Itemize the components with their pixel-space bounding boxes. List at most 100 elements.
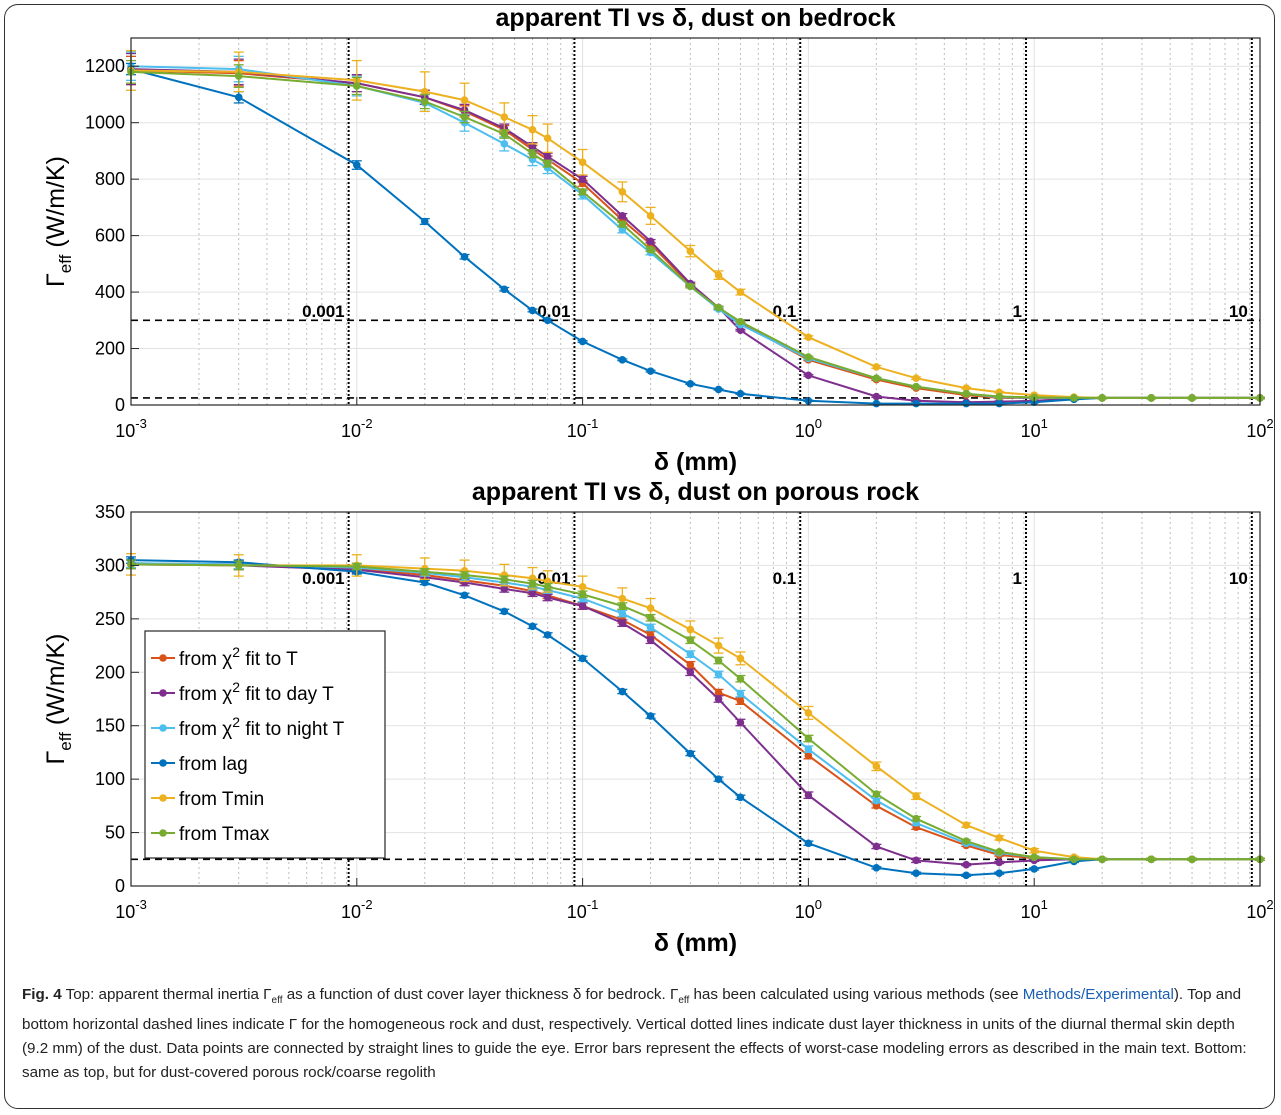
- y-tick-label-5: 1000: [85, 113, 125, 133]
- data-point: [353, 562, 361, 571]
- caption-text-2: as a function of dust cover layer thickn…: [282, 986, 679, 1003]
- caption-sub-2: eff: [678, 995, 690, 1007]
- y-tick-label-0: 0: [115, 395, 125, 415]
- caption-sub-1: eff: [271, 995, 283, 1007]
- data-point: [686, 650, 695, 658]
- data-point: [686, 636, 695, 645]
- data-point: [618, 220, 627, 229]
- data-point: [1188, 394, 1196, 402]
- y-tick-label-0: 0: [115, 876, 125, 896]
- data-point: [962, 399, 971, 408]
- skin-depth-label-3: 1: [1013, 302, 1022, 321]
- data-point: [618, 609, 627, 618]
- data-point: [912, 399, 920, 408]
- data-point: [995, 392, 1004, 401]
- caption-text-1: Top: apparent thermal inertia Γ: [61, 986, 272, 1003]
- methods-link[interactable]: Methods/Experimental: [1022, 986, 1174, 1003]
- data-point: [646, 212, 655, 220]
- data-point: [1030, 853, 1038, 861]
- data-point: [578, 158, 587, 167]
- x-tick-label-3: 100: [795, 897, 822, 922]
- data-point: [872, 762, 881, 771]
- y-tick-label-1: 50: [105, 823, 125, 843]
- skin-depth-label-4: 10: [1229, 302, 1248, 321]
- skin-depth-label-2: 0.1: [773, 302, 797, 321]
- data-point: [618, 356, 627, 364]
- data-point: [686, 380, 695, 388]
- legend-marker-3: [159, 759, 167, 767]
- data-point: [962, 837, 971, 845]
- data-point: [872, 399, 881, 408]
- data-point: [460, 591, 469, 600]
- legend-marker-0: [159, 654, 167, 662]
- y-tick-label-4: 800: [95, 169, 125, 189]
- data-point: [618, 188, 627, 196]
- data-point: [872, 864, 881, 872]
- data-point: [460, 96, 469, 104]
- data-point: [872, 392, 881, 401]
- skin-depth-label-1: 0.01: [537, 302, 570, 321]
- legend-label-1: from χ2 fit to day T: [179, 679, 334, 705]
- data-point: [686, 247, 695, 255]
- data-point: [736, 654, 745, 663]
- data-point: [1070, 855, 1078, 864]
- data-point: [646, 245, 655, 254]
- data-point: [962, 389, 971, 398]
- data-point: [543, 152, 552, 161]
- figure-charts: 0.001 0.01 0.1 1 1002004006008001000120010-3…: [42, 4, 1274, 957]
- figure-caption: Fig. 4 Top: apparent thermal inertia Γef…: [22, 983, 1262, 1085]
- data-point: [234, 561, 243, 570]
- data-point: [995, 869, 1004, 877]
- data-point: [995, 399, 1004, 408]
- data-point: [234, 72, 243, 80]
- data-point: [500, 130, 509, 138]
- chart-title: apparent TI vs δ, dust on porous rock: [472, 478, 919, 506]
- data-point: [872, 374, 881, 382]
- data-point: [618, 687, 627, 696]
- y-axis-label: Γeff (W/m/K): [42, 156, 75, 287]
- data-point: [962, 860, 971, 869]
- legend-marker-2: [159, 724, 167, 732]
- data-point: [420, 217, 429, 226]
- data-point: [420, 568, 429, 576]
- y-tick-label-3: 600: [95, 226, 125, 246]
- data-point: [804, 734, 813, 743]
- y-tick-label-3: 150: [95, 716, 125, 736]
- data-point: [736, 389, 745, 398]
- data-point: [528, 622, 537, 631]
- data-point: [500, 285, 509, 294]
- data-point: [420, 578, 429, 587]
- data-point: [646, 613, 655, 622]
- data-point: [912, 374, 920, 382]
- data-point: [962, 871, 971, 880]
- data-point: [578, 654, 587, 663]
- data-point: [912, 382, 920, 391]
- data-point: [528, 149, 537, 158]
- x-tick-label-0: 10-3: [115, 897, 147, 922]
- data-point: [686, 625, 695, 634]
- skin-depth-lines: 0.001 0.01 0.1 1 10: [302, 38, 1253, 405]
- x-tick-label-1: 10-2: [341, 897, 373, 922]
- x-minor-grid: [198, 38, 1251, 405]
- x-tick-label-5: 102: [1246, 416, 1273, 441]
- x-tick-label-4: 101: [1021, 897, 1048, 922]
- data-point: [528, 579, 537, 588]
- data-point: [543, 631, 552, 639]
- legend-label-2: from χ2 fit to night T: [179, 714, 345, 740]
- data-point: [500, 575, 509, 584]
- data-point: [962, 384, 971, 392]
- x-axis-label: δ (mm): [654, 929, 737, 957]
- data-point: [804, 745, 813, 754]
- data-point: [618, 619, 627, 627]
- y-tick-label-6: 300: [95, 555, 125, 575]
- data-point: [460, 571, 469, 579]
- x-axis-label: δ (mm): [654, 448, 737, 476]
- data-point: [460, 252, 469, 261]
- x-tick-label-2: 10-1: [567, 416, 599, 441]
- legend-marker-1: [159, 689, 167, 697]
- data-point: [995, 858, 1004, 867]
- caption-text-4: ). Top and bottom horizontal dashed line…: [22, 986, 1247, 1082]
- data-point: [528, 125, 537, 134]
- data-point: [646, 367, 655, 375]
